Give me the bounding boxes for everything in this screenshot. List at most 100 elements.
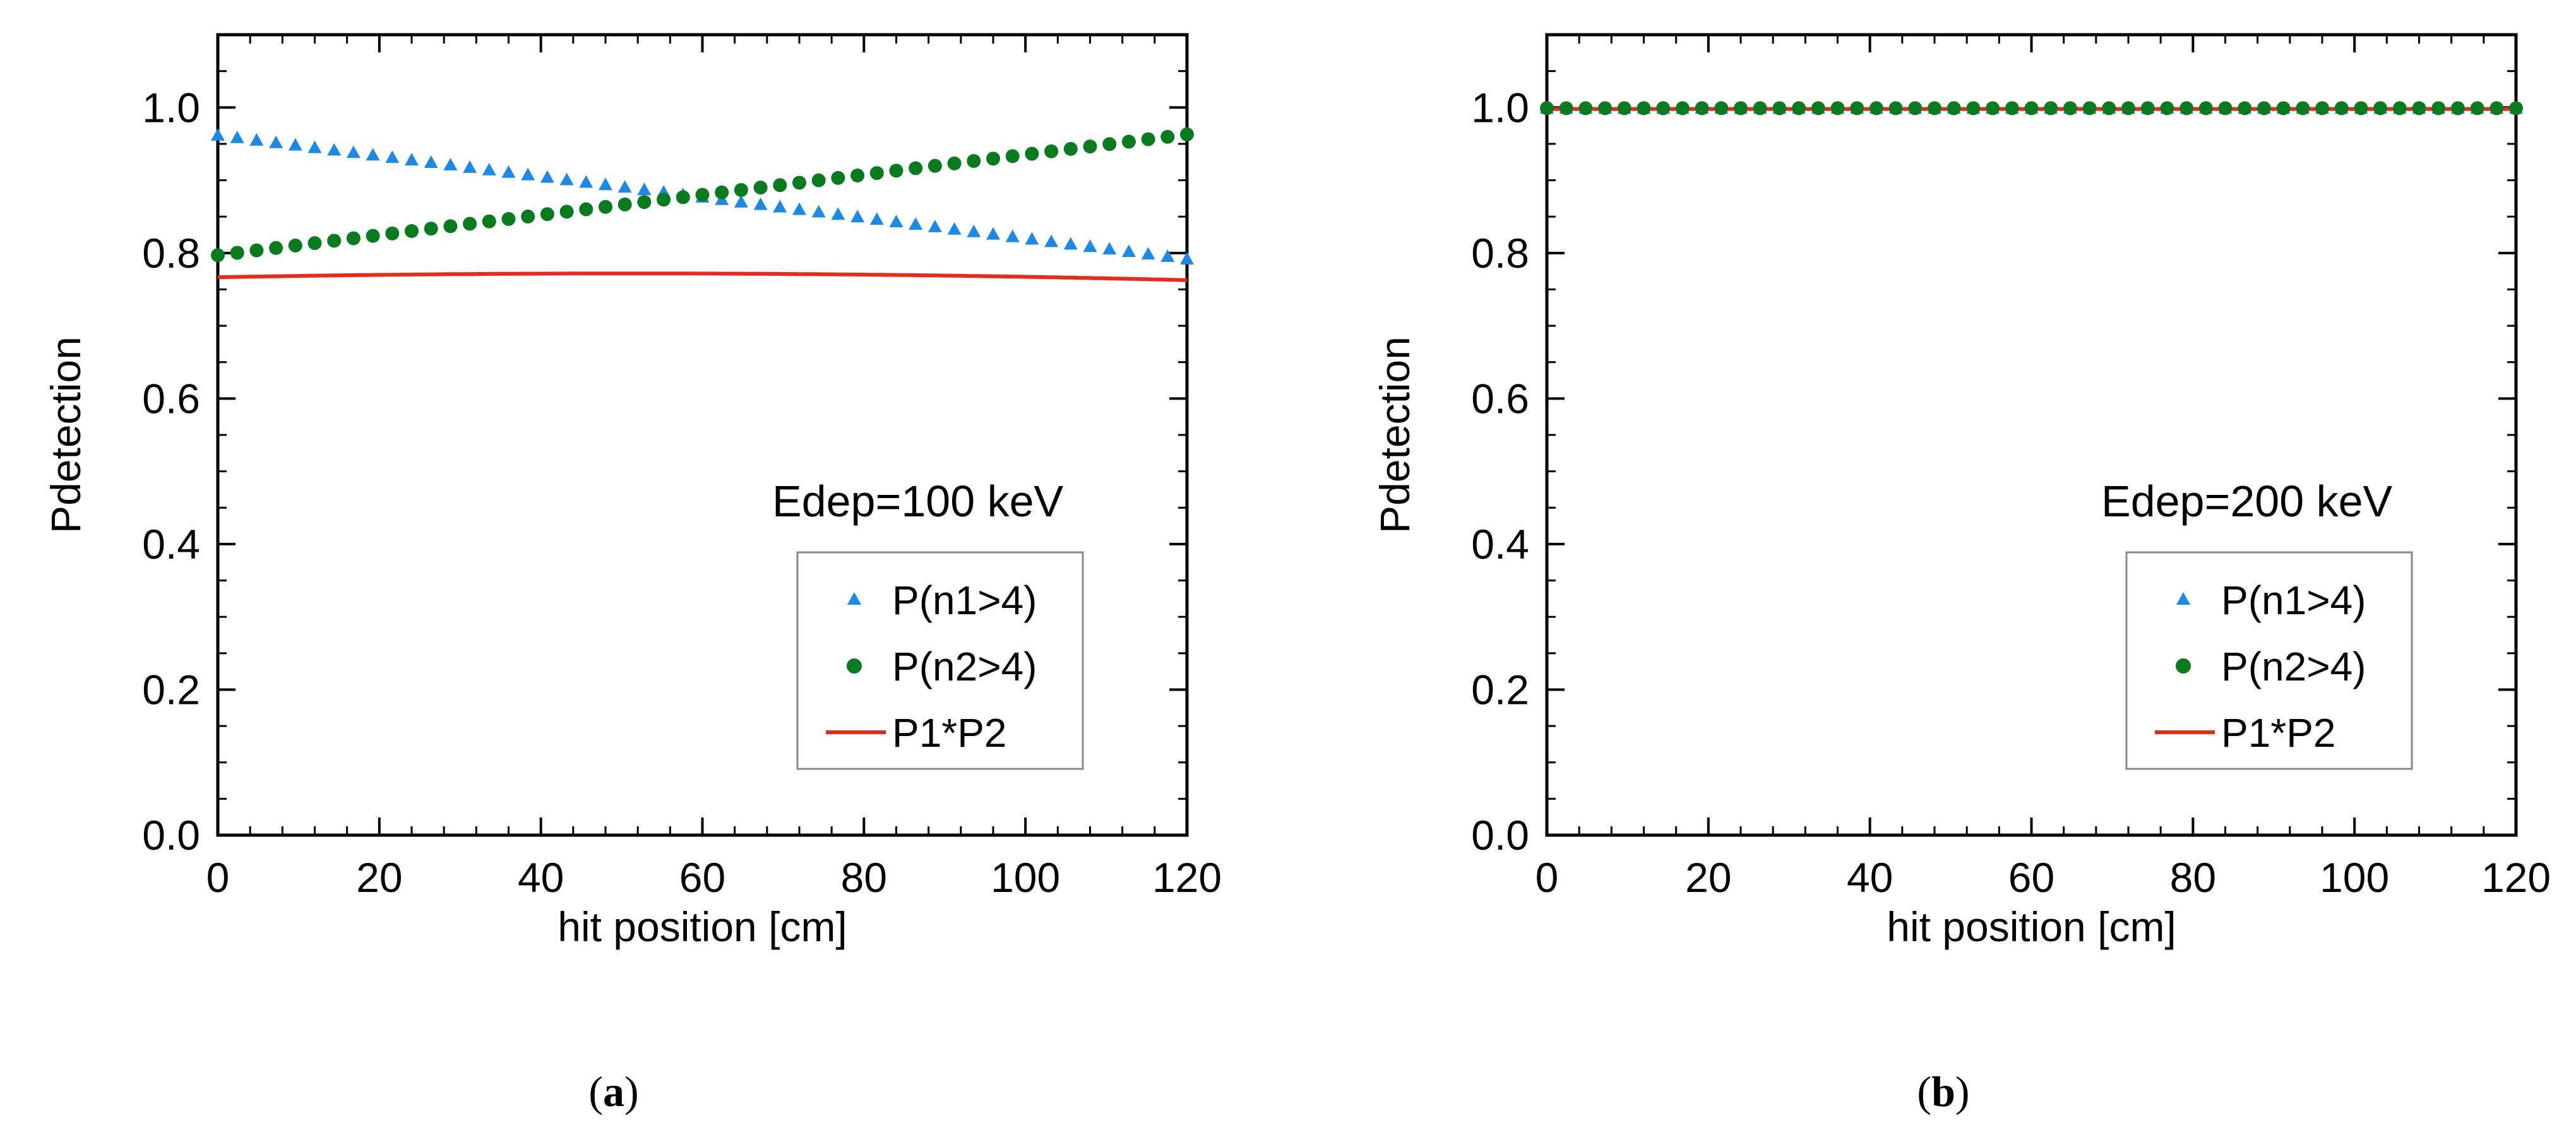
- data-point-n2: [2102, 101, 2116, 116]
- data-point-n2: [288, 238, 302, 253]
- legend-label: P(n1>4): [892, 578, 1037, 623]
- data-point-n1: [831, 207, 845, 220]
- data-point-n1: [986, 227, 1000, 240]
- data-point-n2: [307, 236, 322, 251]
- data-point-n2: [2198, 101, 2213, 116]
- data-point-n2: [1869, 101, 1883, 116]
- data-point-n2: [1141, 132, 1155, 146]
- data-point-n1: [1083, 239, 1097, 253]
- data-point-n1: [909, 217, 923, 230]
- data-point-n2: [2044, 101, 2058, 116]
- caption-b: (b): [1917, 1067, 1970, 1115]
- data-point-n2: [1005, 149, 1020, 163]
- y-tick-label: 1.0: [142, 84, 200, 131]
- data-point-n1: [230, 130, 244, 143]
- data-point-n2: [2218, 101, 2233, 116]
- data-point-n2: [2490, 101, 2504, 116]
- data-point-n1: [482, 162, 496, 175]
- data-point-n1: [869, 212, 884, 225]
- legend-label: P(n2>4): [892, 644, 1037, 689]
- y-tick-label: 0.8: [1471, 230, 1529, 276]
- data-point-n1: [1141, 247, 1155, 260]
- data-point-n1: [559, 172, 574, 186]
- data-point-n2: [211, 248, 225, 263]
- legend-marker-circle: [847, 658, 862, 674]
- data-point-n2: [1675, 101, 1690, 116]
- data-point-n2: [521, 210, 535, 224]
- data-point-n1: [773, 199, 787, 213]
- data-point-n2: [2334, 101, 2349, 116]
- data-point-n2: [792, 175, 806, 190]
- data-point-n2: [1947, 101, 1961, 116]
- data-point-n1: [249, 133, 264, 146]
- x-tick-label: 20: [356, 854, 402, 901]
- data-point-n2: [1850, 101, 1864, 116]
- data-point-n2: [1734, 101, 1748, 116]
- data-point-n1: [967, 224, 981, 237]
- data-point-n2: [1830, 101, 1845, 116]
- data-point-n2: [327, 234, 342, 248]
- data-point-n2: [850, 168, 865, 182]
- series-line-p1p2: [217, 271, 1188, 282]
- data-point-n1: [463, 160, 477, 173]
- data-point-n1: [850, 210, 865, 223]
- chart-panel-b: 0 20 40 60 80 100 120 0.0 0.2 0.4 0.6 0.8 1.0 hit pos…: [1371, 33, 2551, 950]
- data-point-n2: [385, 226, 400, 241]
- data-point-n2: [1160, 129, 1175, 144]
- data-point-n1: [385, 150, 400, 163]
- data-point-n2: [1063, 141, 1078, 156]
- data-point-n1: [927, 220, 942, 232]
- y-tick-label: 0.0: [142, 812, 200, 859]
- data-point-n2: [1888, 101, 1903, 116]
- data-point-n2: [1044, 144, 1059, 158]
- y-axis-title: Pdetection: [42, 336, 89, 533]
- data-point-n2: [1772, 101, 1787, 116]
- caption-a: (a): [588, 1067, 639, 1115]
- x-tick-label: 0: [206, 854, 230, 901]
- data-point-n2: [2024, 101, 2039, 116]
- x-tick-label: 80: [841, 854, 887, 901]
- data-point-n1: [307, 140, 322, 153]
- x-tick-label: 20: [1685, 854, 1731, 901]
- y-tick-label: 0.6: [1471, 375, 1529, 422]
- data-point-n2: [947, 156, 962, 170]
- data-point-n2: [773, 178, 787, 193]
- data-point-n2: [599, 199, 612, 214]
- data-point-n2: [967, 154, 981, 169]
- data-point-n1: [889, 215, 903, 228]
- y-tick-label: 1.0: [1471, 84, 1529, 131]
- x-tick-label: 100: [2320, 854, 2389, 901]
- data-point-n2: [579, 202, 593, 217]
- legend-label: P(n2>4): [2221, 644, 2366, 689]
- data-point-n2: [1578, 101, 1593, 116]
- data-point-n2: [909, 161, 923, 175]
- data-point-n1: [346, 145, 361, 158]
- data-point-n2: [1695, 101, 1709, 116]
- data-point-n1: [366, 148, 380, 161]
- data-point-n2: [734, 182, 748, 197]
- x-tick-label: 100: [991, 854, 1060, 901]
- data-point-n1: [1160, 249, 1175, 262]
- data-point-n2: [927, 158, 942, 173]
- x-tick-label: 60: [2008, 854, 2054, 901]
- data-point-n2: [2470, 101, 2484, 116]
- data-point-n2: [2431, 101, 2446, 116]
- data-point-n1: [1063, 237, 1078, 250]
- legend-marker-triangle: [2176, 592, 2190, 605]
- data-point-n2: [1180, 127, 1194, 141]
- x-axis-title: hit position [cm]: [1887, 903, 2176, 950]
- data-point-n2: [617, 197, 632, 211]
- data-point-n1: [269, 135, 283, 148]
- data-point-n2: [1598, 101, 1613, 116]
- data-point-n2: [1811, 101, 1825, 116]
- data-point-n1: [811, 205, 826, 218]
- data-point-n1: [617, 180, 632, 193]
- data-point-n2: [811, 173, 826, 187]
- y-tick-label: 0.8: [142, 230, 200, 276]
- data-point-n1: [599, 177, 612, 191]
- data-point-n1: [1102, 242, 1117, 255]
- data-point-n1: [1005, 229, 1020, 242]
- y-tick-label: 0.2: [1471, 666, 1529, 713]
- data-point-n2: [1792, 101, 1806, 116]
